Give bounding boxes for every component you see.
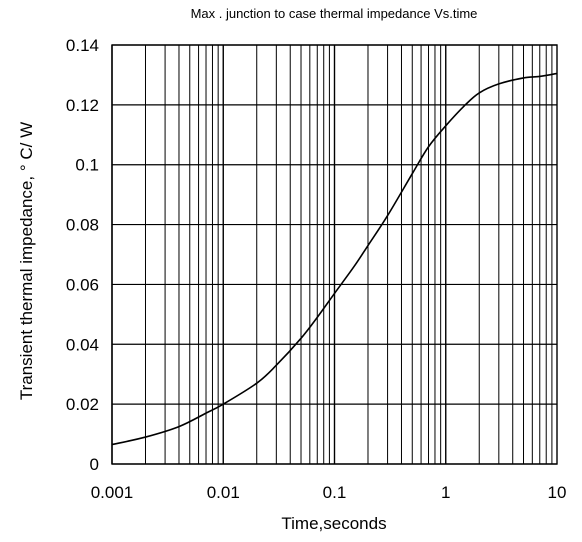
y-tick-label: 0.08 bbox=[66, 216, 99, 235]
y-axis-title: Transient thermal impedance, ° C/ W bbox=[17, 122, 36, 400]
series-line bbox=[111, 72, 558, 446]
x-tick-labels: 0.001 0.01 0.1 1 10 bbox=[91, 483, 567, 502]
x-tick-label: 10 bbox=[548, 483, 567, 502]
y-tick-label: 0.1 bbox=[75, 156, 99, 175]
x-tick-label: 1 bbox=[441, 483, 450, 502]
y-tick-label: 0.06 bbox=[66, 275, 99, 294]
y-tick-label: 0.14 bbox=[66, 36, 99, 55]
x-axis-title: Time,seconds bbox=[281, 514, 386, 533]
grid bbox=[111, 44, 557, 465]
chart-title: Max . junction to case thermal impedance… bbox=[191, 6, 478, 21]
y-tick-label: 0 bbox=[90, 455, 99, 474]
y-tick-label: 0.02 bbox=[66, 395, 99, 414]
y-tick-label: 0.12 bbox=[66, 96, 99, 115]
x-tick-label: 0.1 bbox=[323, 483, 347, 502]
x-tick-label: 0.001 bbox=[91, 483, 134, 502]
x-tick-label: 0.01 bbox=[207, 483, 240, 502]
plot-frame bbox=[111, 44, 558, 465]
y-tick-label: 0.04 bbox=[66, 335, 99, 354]
y-tick-labels: 0 0.02 0.04 0.06 0.08 0.1 0.12 0.14 bbox=[66, 36, 99, 474]
